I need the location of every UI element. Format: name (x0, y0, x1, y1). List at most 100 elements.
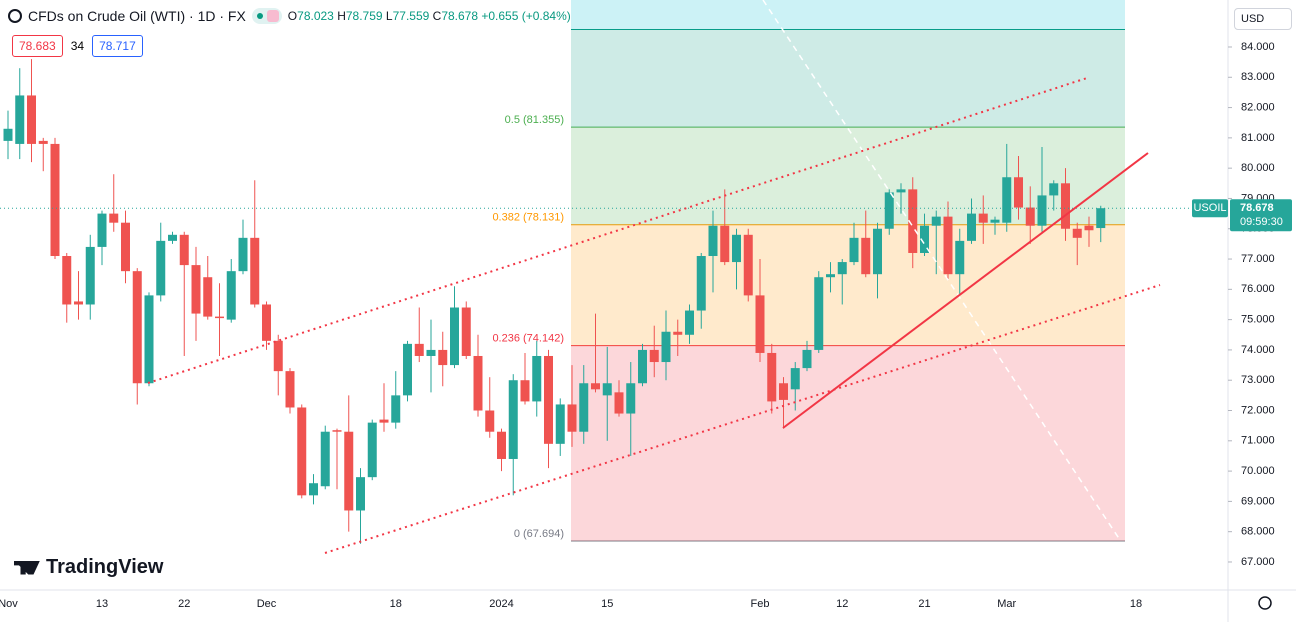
x-tick-label: 13 (96, 598, 108, 610)
candle-body (74, 301, 83, 305)
fib-label: 0 (67.694) (514, 528, 564, 540)
ohlc-value: 77.559 (392, 9, 430, 23)
quotes: 78.683 34 78.717 (12, 35, 143, 57)
candle-body (1037, 195, 1047, 226)
x-tick-label: 18 (390, 598, 402, 610)
x-tick-label: Nov (0, 598, 18, 610)
candle-body (732, 234, 741, 263)
y-tick-label: 70.000 (1241, 465, 1275, 477)
candle-body (896, 189, 906, 193)
y-tick-label: 76.000 (1241, 283, 1275, 295)
fib-label: 0.236 (74.142) (492, 333, 564, 345)
ohlc-key: H (337, 9, 346, 23)
y-tick-label: 81.000 (1241, 132, 1275, 144)
candle-body (1084, 225, 1094, 231)
candle-body (873, 228, 882, 275)
x-tick-label: 12 (836, 598, 848, 610)
y-tick-label: 84.000 (1241, 41, 1275, 53)
candle-body (144, 295, 154, 384)
trend-line (782, 152, 1149, 429)
ohlc-key: C (432, 9, 442, 23)
candle-body (461, 307, 471, 356)
candle-body (614, 392, 624, 414)
x-tick-label: 18 (1130, 598, 1142, 610)
candle-body (1002, 177, 1012, 223)
x-tick-label: Dec (257, 598, 277, 610)
candle-body (779, 383, 788, 400)
candle-body (438, 349, 448, 366)
candle-body (544, 355, 553, 444)
candle-body (309, 483, 318, 496)
y-tick-label: 68.000 (1241, 526, 1275, 538)
price-tag-value: 78.678 (1240, 202, 1274, 214)
candle-body (708, 225, 718, 257)
candle-body (943, 216, 953, 275)
candle-body (626, 383, 636, 414)
candle-body (990, 219, 1000, 223)
watermark: TradingView (14, 556, 163, 579)
candle-body (649, 349, 659, 363)
fib-label: 0.382 (78.131) (492, 212, 564, 224)
x-tick-label: 15 (601, 598, 613, 610)
candle-body (332, 430, 342, 432)
ohlc-value: 78.023 (297, 9, 334, 23)
candle-body (367, 422, 377, 478)
candle-body (168, 234, 177, 241)
candle-body (285, 371, 295, 408)
candle-body (62, 256, 72, 305)
y-tick-label: 75.000 (1241, 314, 1275, 326)
candle-body (661, 331, 671, 363)
candle-body (849, 237, 859, 263)
candle-body (379, 419, 389, 423)
candle-body (273, 340, 283, 372)
y-tick-label: 69.000 (1241, 495, 1275, 507)
candle-body (1096, 208, 1106, 229)
price-tag-countdown: 09:59:30 (1240, 216, 1283, 228)
candle-body (591, 383, 600, 390)
candle-body (97, 213, 107, 247)
candle-body (238, 237, 248, 272)
candle-body (755, 295, 765, 353)
sell-button[interactable]: 78.683 (12, 35, 63, 57)
candle-body (767, 352, 777, 402)
candle-body (814, 277, 824, 350)
legend-header: CFDs on Crude Oil (WTI) · 1D · FX O78.02… (8, 8, 571, 24)
candle-body (908, 189, 918, 253)
candle-body (121, 222, 130, 272)
candle-body (109, 213, 119, 223)
candle-body (685, 310, 694, 335)
fib-label: 0.5 (81.355) (505, 114, 564, 126)
ohlc: O78.023 H78.759 L77.559 C78.678 +0.655 (… (288, 9, 571, 23)
y-tick-label: 83.000 (1241, 71, 1275, 83)
y-tick-label: 77.000 (1241, 253, 1275, 265)
candle-body (15, 95, 25, 144)
candle-body (696, 256, 706, 311)
candle-body (861, 237, 871, 275)
ohlc-key: O (287, 9, 298, 23)
y-tick-label: 67.000 (1241, 556, 1275, 568)
y-tick-label: 80.000 (1241, 162, 1275, 174)
drawings (147, 0, 1161, 554)
candle-body (743, 234, 753, 296)
candle-body (27, 95, 36, 144)
y-tick-label: 74.000 (1241, 344, 1275, 356)
candle-body (967, 213, 976, 241)
candle-body (790, 368, 800, 390)
symbol-tag (1192, 199, 1228, 218)
candle-body (403, 343, 412, 396)
buy-button[interactable]: 78.717 (92, 35, 143, 57)
x-tick-label: 2024 (489, 598, 513, 610)
fib-band (571, 224, 1125, 346)
candle-body (520, 380, 530, 402)
candle-body (532, 355, 542, 402)
trend-line (762, 0, 1121, 541)
candle-body (673, 331, 683, 335)
candle-body (920, 225, 929, 253)
candle-body (931, 216, 941, 226)
currency-select[interactable]: USD (1234, 8, 1292, 30)
candle-body (414, 343, 424, 356)
axes: 67.000 68.000 69.000 70.000 71.000 72.000 73.0… (0, 41, 1292, 610)
settings-icon[interactable] (1258, 596, 1272, 610)
status-pill[interactable] (251, 8, 282, 24)
